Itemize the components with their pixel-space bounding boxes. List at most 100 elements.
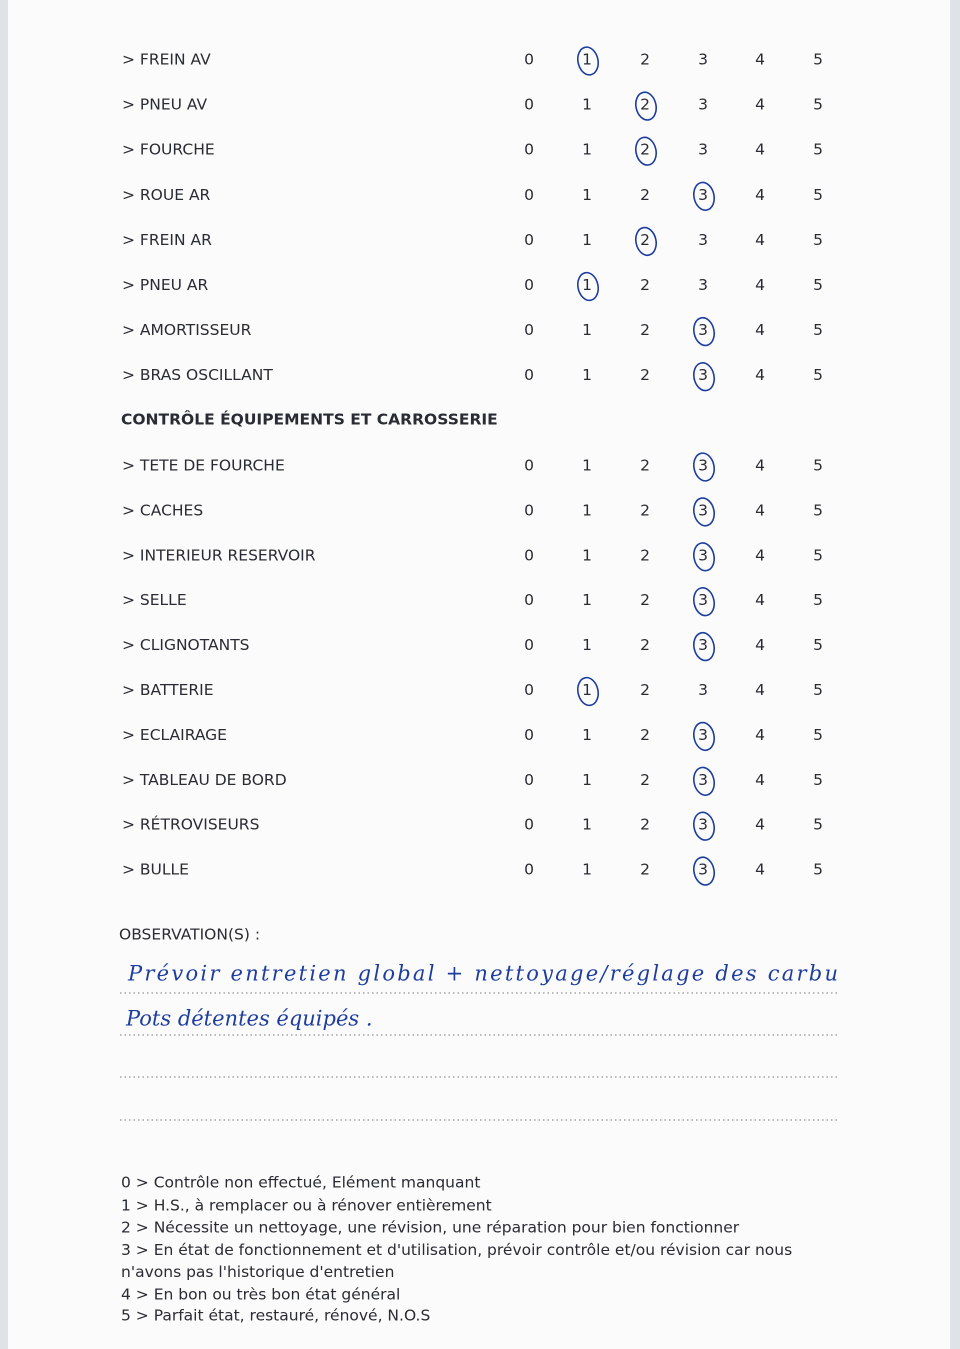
score: 2 xyxy=(640,636,650,654)
rating-circle xyxy=(692,497,716,527)
score: 4 xyxy=(755,186,765,204)
item-label: > AMORTISSEUR xyxy=(122,321,252,339)
score: 5 xyxy=(813,681,823,699)
score: 4 xyxy=(755,726,765,744)
rating-circle xyxy=(692,452,716,482)
score: 3 xyxy=(698,771,708,789)
score: 0 xyxy=(524,96,534,114)
score: 2 xyxy=(640,276,650,294)
score: 3 xyxy=(698,51,708,69)
score: 3 xyxy=(698,816,708,834)
score: 0 xyxy=(524,546,534,564)
score: 5 xyxy=(813,276,823,294)
score: 0 xyxy=(524,186,534,204)
score: 2 xyxy=(640,141,650,159)
score: 1 xyxy=(582,141,592,159)
score: 0 xyxy=(524,366,534,384)
score: 3 xyxy=(698,276,708,294)
score: 4 xyxy=(755,681,765,699)
item-label: > PNEU AR xyxy=(122,276,209,294)
score: 0 xyxy=(524,276,534,294)
item-label: > BULLE xyxy=(122,861,189,879)
score: 1 xyxy=(582,366,592,384)
score: 2 xyxy=(640,321,650,339)
score: 3 xyxy=(698,186,708,204)
score: 1 xyxy=(582,321,592,339)
rating-circle xyxy=(634,136,658,166)
score: 1 xyxy=(582,51,592,69)
observation-line: Pots détentes équipés . xyxy=(125,1007,373,1031)
item-label: > FREIN AV xyxy=(122,51,211,69)
score: 5 xyxy=(813,231,823,249)
item-label: > CLIGNOTANTS xyxy=(122,636,250,654)
score: 1 xyxy=(582,861,592,879)
section-title: CONTRÔLE ÉQUIPEMENTS ET CARROSSERIE xyxy=(121,410,498,429)
score: 2 xyxy=(640,861,650,879)
score: 5 xyxy=(813,141,823,159)
score: 0 xyxy=(524,861,534,879)
score: 5 xyxy=(813,51,823,69)
score: 1 xyxy=(582,186,592,204)
score: 3 xyxy=(698,141,708,159)
score: 1 xyxy=(582,276,592,294)
item-label: > TETE DE FOURCHE xyxy=(122,457,285,475)
score: 1 xyxy=(582,96,592,114)
rating-circle xyxy=(692,181,716,211)
rating-circle xyxy=(634,91,658,121)
score: 0 xyxy=(524,457,534,475)
score: 5 xyxy=(813,816,823,834)
score: 0 xyxy=(524,231,534,249)
score: 3 xyxy=(698,546,708,564)
item-label: > ROUE AR xyxy=(122,186,211,204)
legend-line: 0 > Contrôle non effectué, Elément manqu… xyxy=(121,1174,480,1192)
score: 4 xyxy=(755,231,765,249)
score: 3 xyxy=(698,366,708,384)
legend-line: 3 > En état de fonctionnement et d'utili… xyxy=(121,1241,792,1281)
score: 5 xyxy=(813,771,823,789)
score: 3 xyxy=(698,501,708,519)
score: 0 xyxy=(524,636,534,654)
item-label: > ECLAIRAGE xyxy=(122,726,227,744)
rating-circle xyxy=(634,226,658,257)
score: 1 xyxy=(582,231,592,249)
item-label: > PNEU AV xyxy=(122,96,208,114)
item-label: > RÉTROVISEURS xyxy=(122,815,259,834)
item-label: > FREIN AR xyxy=(122,231,212,249)
score: 2 xyxy=(640,51,650,69)
score: 3 xyxy=(698,726,708,744)
score: 4 xyxy=(755,591,765,609)
item-label: > BRAS OSCILLANT xyxy=(122,366,273,384)
score: 0 xyxy=(524,51,534,69)
score: 3 xyxy=(698,591,708,609)
score: 5 xyxy=(813,546,823,564)
legend-line: 5 > Parfait état, restauré, rénové, N.O.… xyxy=(121,1307,430,1325)
item-label: > CACHES xyxy=(122,501,203,519)
score: 0 xyxy=(524,591,534,609)
score: 5 xyxy=(813,636,823,654)
item-label: > FOURCHE xyxy=(122,141,215,159)
rating-circle xyxy=(692,316,716,347)
score: 1 xyxy=(582,546,592,564)
score: 4 xyxy=(755,771,765,789)
score: 1 xyxy=(582,726,592,744)
legend-line: 1 > H.S., à remplacer ou à rénover entiè… xyxy=(121,1197,492,1215)
legend-line: 2 > Nécessite un nettoyage, une révision… xyxy=(121,1219,740,1237)
score: 0 xyxy=(524,501,534,519)
score: 5 xyxy=(813,96,823,114)
score: 0 xyxy=(524,321,534,339)
score: 1 xyxy=(582,636,592,654)
score: 5 xyxy=(813,321,823,339)
score: 3 xyxy=(698,321,708,339)
score: 2 xyxy=(640,231,650,249)
score: 1 xyxy=(582,591,592,609)
legend-line: 4 > En bon ou très bon état général xyxy=(121,1286,400,1304)
score: 2 xyxy=(640,546,650,564)
item-label: > SELLE xyxy=(122,591,187,609)
rating-circle xyxy=(692,542,716,572)
score: 2 xyxy=(640,771,650,789)
score: 2 xyxy=(640,501,650,519)
score: 5 xyxy=(813,366,823,384)
rating-circle xyxy=(692,811,716,841)
score: 4 xyxy=(755,501,765,519)
score: 4 xyxy=(755,816,765,834)
